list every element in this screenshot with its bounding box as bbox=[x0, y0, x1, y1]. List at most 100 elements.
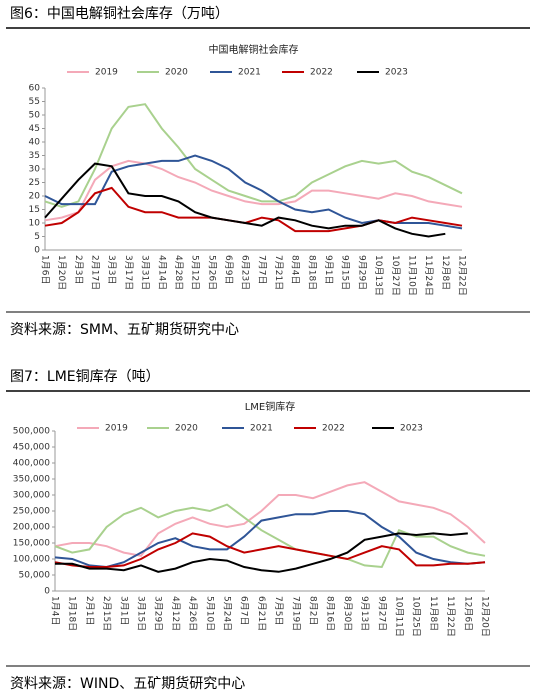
series-line bbox=[44, 186, 463, 233]
chart-title: LME铜库存 bbox=[245, 400, 296, 413]
x-tick-label: 1月20日 bbox=[56, 255, 67, 290]
legend-label: 2019 bbox=[105, 424, 128, 434]
y-tick-label: 50 bbox=[29, 111, 41, 121]
y-tick-label: 150,000 bbox=[13, 539, 50, 549]
x-tick-label: 12月6日 bbox=[462, 596, 473, 631]
y-tick-label: 0 bbox=[44, 587, 50, 597]
y-tick-label: 30 bbox=[29, 165, 41, 175]
x-tick-label: 7月21日 bbox=[273, 255, 284, 290]
series-line bbox=[54, 503, 486, 569]
x-tick-label: 10月25日 bbox=[411, 596, 422, 637]
y-tick-label: 15 bbox=[29, 205, 40, 215]
y-tick-label: 25 bbox=[29, 178, 40, 188]
x-tick-label: 8月18日 bbox=[306, 255, 317, 290]
x-tick-label: 6月7日 bbox=[239, 596, 250, 625]
x-tick-label: 9月1日 bbox=[323, 255, 334, 284]
y-tick-label: 60 bbox=[29, 84, 41, 94]
figure-source: 资料来源：SMM、五矿期货研究中心 bbox=[10, 321, 239, 338]
legend-label: 2019 bbox=[95, 68, 118, 78]
x-tick-label: 7月7日 bbox=[256, 255, 267, 284]
x-tick-label: 11月10日 bbox=[406, 255, 417, 296]
x-tick-label: 8月30日 bbox=[342, 596, 353, 631]
x-tick-label: 8月4日 bbox=[290, 255, 301, 284]
x-tick-label: 2月15日 bbox=[101, 596, 112, 631]
series-line bbox=[44, 103, 463, 208]
legend-label: 2021 bbox=[238, 68, 261, 78]
x-tick-label: 3月31日 bbox=[140, 255, 151, 290]
legend-label: 2022 bbox=[310, 68, 333, 78]
y-tick-label: 450,000 bbox=[13, 443, 50, 453]
y-tick-label: 45 bbox=[29, 124, 40, 134]
x-tick-label: 10月27日 bbox=[390, 255, 401, 296]
x-tick-label: 2月17日 bbox=[90, 255, 101, 290]
y-tick-label: 400,000 bbox=[13, 459, 50, 469]
series-line bbox=[44, 162, 446, 238]
x-tick-label: 4月12日 bbox=[170, 596, 181, 631]
x-tick-label: 6月9日 bbox=[223, 255, 234, 284]
x-tick-label: 3月1日 bbox=[118, 596, 129, 625]
legend-label: 2021 bbox=[250, 424, 273, 434]
y-tick-label: 5 bbox=[34, 232, 40, 242]
x-tick-label: 9月29日 bbox=[356, 255, 367, 290]
y-tick-label: 200,000 bbox=[13, 523, 50, 533]
legend-label: 2020 bbox=[175, 424, 198, 434]
y-tick-label: 10 bbox=[29, 219, 41, 229]
x-tick-label: 4月14日 bbox=[156, 255, 167, 290]
series-line bbox=[54, 481, 486, 557]
x-tick-label: 11月8日 bbox=[428, 596, 439, 631]
y-tick-label: 250,000 bbox=[13, 507, 50, 517]
y-tick-label: 500,000 bbox=[13, 427, 50, 437]
figure-title: 图6：中国电解铜社会库存（万吨） bbox=[10, 6, 229, 22]
x-tick-label: 3月29日 bbox=[153, 596, 164, 631]
x-tick-label: 3月3日 bbox=[106, 255, 117, 284]
series-line bbox=[44, 159, 463, 222]
x-tick-label: 3月15日 bbox=[136, 596, 147, 631]
x-tick-label: 9月15日 bbox=[340, 255, 351, 290]
y-tick-label: 35 bbox=[29, 151, 40, 161]
x-tick-label: 12月22日 bbox=[457, 255, 468, 296]
legend-label: 2023 bbox=[400, 424, 423, 434]
x-tick-label: 8月2日 bbox=[308, 596, 319, 625]
y-tick-label: 100,000 bbox=[13, 555, 50, 565]
x-tick-label: 8月16日 bbox=[325, 596, 336, 631]
x-tick-label: 1月18日 bbox=[67, 596, 78, 631]
x-tick-label: 2月3日 bbox=[73, 255, 84, 284]
x-tick-label: 7月19日 bbox=[290, 596, 301, 631]
y-tick-label: 0 bbox=[34, 246, 40, 256]
series-line bbox=[55, 532, 468, 573]
x-tick-label: 9月27日 bbox=[376, 596, 387, 631]
chart-title: 中国电解铜社会库存 bbox=[209, 43, 299, 56]
x-tick-label: 5月26日 bbox=[206, 255, 217, 290]
y-tick-label: 20 bbox=[29, 192, 41, 202]
x-tick-label: 5月10日 bbox=[204, 596, 215, 631]
figure-source: 资料来源：WIND、五矿期货研究中心 bbox=[10, 675, 245, 692]
x-tick-label: 7月5日 bbox=[273, 596, 284, 625]
legend-label: 2020 bbox=[165, 68, 188, 78]
series-line bbox=[54, 532, 486, 568]
legend-label: 2022 bbox=[322, 424, 345, 434]
x-tick-label: 6月23日 bbox=[240, 255, 251, 290]
x-tick-label: 2月1日 bbox=[84, 596, 95, 625]
series-line bbox=[54, 510, 486, 569]
x-tick-label: 4月28日 bbox=[173, 255, 184, 290]
x-tick-label: 4月26日 bbox=[187, 596, 198, 631]
legend-label: 2023 bbox=[385, 68, 408, 78]
x-tick-label: 11月24日 bbox=[423, 255, 434, 296]
x-tick-label: 10月13日 bbox=[373, 255, 384, 296]
y-tick-label: 50,000 bbox=[19, 571, 51, 581]
figure-title: 图7：LME铜库存（吨） bbox=[10, 369, 160, 385]
x-tick-label: 1月4日 bbox=[50, 596, 61, 625]
x-tick-label: 5月12日 bbox=[190, 255, 201, 290]
y-tick-label: 55 bbox=[29, 97, 40, 107]
x-tick-label: 12月8日 bbox=[440, 255, 451, 290]
x-tick-label: 3月17日 bbox=[123, 255, 134, 290]
x-tick-label: 11月22日 bbox=[445, 596, 456, 637]
x-tick-label: 12月20日 bbox=[480, 596, 491, 637]
x-tick-label: 9月13日 bbox=[359, 596, 370, 631]
y-tick-label: 300,000 bbox=[13, 491, 50, 501]
x-tick-label: 10月11日 bbox=[394, 596, 405, 637]
x-tick-label: 1月6日 bbox=[40, 255, 51, 284]
y-tick-label: 350,000 bbox=[13, 475, 50, 485]
x-tick-label: 5月24日 bbox=[222, 596, 233, 631]
